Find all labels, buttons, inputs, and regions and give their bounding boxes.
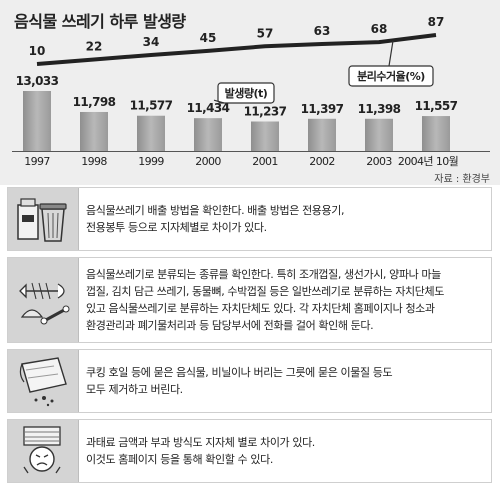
x-tick-label: 2002 — [309, 155, 335, 168]
chart-title: 음식물 쓰레기 하루 발생량 — [14, 12, 186, 31]
chart-area: 13,033 1997 11,798 1998 11,577 1999 11,434 2000… — [0, 0, 500, 185]
bar — [365, 118, 393, 151]
tip-icon-panel — [8, 258, 79, 342]
tip-icon-panel — [8, 350, 79, 412]
bar — [194, 118, 222, 151]
x-tick-label: 1999 — [138, 155, 164, 168]
chart-svg: 13,033 1997 11,798 1998 11,577 1999 11,434 2000… — [12, 15, 490, 168]
line-point-label: 34 — [143, 35, 160, 49]
bar — [422, 116, 450, 151]
fish-bones-icon — [19, 282, 70, 325]
line-point-label: 68 — [371, 22, 388, 36]
legend-pointer — [213, 99, 225, 104]
bar — [251, 121, 279, 151]
bar-value-label: 11,577 — [130, 99, 173, 113]
tip-line: 음식물쓰레기 배출 방법을 확인한다. 배출 방법은 전용용기, — [86, 204, 345, 217]
tips-list: 음식물쓰레기 배출 방법을 확인한다. 배출 방법은 전용용기, 전용봉투 등으… — [7, 187, 492, 483]
bar-value-label: 13,033 — [16, 74, 59, 88]
legend-pointer — [388, 40, 394, 67]
tip-line: 쿠킹 호일 등에 묻은 음식물, 비닐이나 버리는 그릇에 묻은 이물질 등도 — [86, 366, 393, 379]
tip-line: 껍질, 김치 담근 쓰레기, 동물뼈, 수박껍질 등은 일반쓰레기로 분류하는 … — [86, 285, 444, 298]
x-tick-label: 2001 — [252, 155, 278, 168]
bar-value-label: 11,798 — [73, 95, 116, 109]
bar — [308, 118, 336, 151]
legend-label-line: 분리수거율(%) — [357, 69, 425, 83]
bar — [23, 91, 51, 151]
tip-text-1: 음식물쓰레기 배출 방법을 확인한다. 배출 방법은 전용용기, 전용봉투 등으… — [86, 202, 487, 236]
wrapping-foil-icon — [19, 357, 67, 407]
tip-text-4: 과태료 금액과 부과 방식도 지자체 별로 차이가 있다. 이것도 홈페이지 등… — [86, 434, 487, 468]
line-point-label: 10 — [29, 44, 46, 58]
tip-icon-panel — [8, 420, 79, 482]
tip-text-2: 음식물쓰레기로 분류되는 종류를 확인한다. 특히 조개껍질, 생선가시, 양파… — [86, 266, 487, 334]
line-point-label: 87 — [428, 15, 445, 29]
line-point-label: 57 — [257, 26, 274, 40]
x-tick-label: 1997 — [24, 155, 50, 168]
tip-text-3: 쿠킹 호일 등에 묻은 음식물, 비닐이나 버리는 그릇에 묻은 이물질 등도 … — [86, 364, 487, 398]
legend-box-bar — [217, 82, 275, 104]
tip-icon-panel — [8, 188, 79, 250]
bar-value-label: 11,237 — [244, 105, 287, 119]
tip-item-1: 음식물쓰레기 배출 방법을 확인한다. 배출 방법은 전용용기, 전용봉투 등으… — [7, 187, 492, 251]
x-tick-label: 1998 — [81, 155, 107, 168]
tip-item-3: 쿠킹 호일 등에 묻은 음식물, 비닐이나 버리는 그릇에 묻은 이물질 등도 … — [7, 349, 492, 413]
legend-label-bar: 발생량(t) — [225, 86, 268, 100]
line-point-label: 63 — [314, 24, 331, 38]
bar-value-label: 11,398 — [358, 102, 401, 116]
tip-line: 모두 제거하고 버린다. — [86, 383, 183, 396]
x-tick-label: 2003 — [366, 155, 392, 168]
tip-item-4: 과태료 금액과 부과 방식도 지자체 별로 차이가 있다. 이것도 홈페이지 등… — [7, 419, 492, 483]
legend-box-line — [348, 65, 434, 87]
tip-item-2: 음식물쓰레기로 분류되는 종류를 확인한다. 특히 조개껍질, 생선가시, 양파… — [7, 257, 492, 343]
worried-person-icon — [23, 426, 61, 474]
series-line — [36, 33, 437, 66]
tip-line: 과태료 금액과 부과 방식도 지자체 별로 차이가 있다. — [86, 436, 315, 449]
bar — [137, 115, 165, 151]
x-tick-label: 2000 — [195, 155, 221, 168]
bar-value-label: 11,434 — [187, 101, 230, 115]
tip-line: 있고 음식물쓰레기로 분류하는 자치단체도 있다. 각 자치단체 홈페이지나 청… — [86, 302, 435, 315]
line-point-label: 45 — [200, 31, 217, 45]
tip-line: 환경관리과 폐기물처리과 등 담당부서에 전화를 걸어 확인해 둔다. — [86, 319, 374, 332]
x-tick-label: 2004년 10월 — [398, 155, 459, 168]
tip-line: 이것도 홈페이지 등을 통해 확인할 수 있다. — [86, 453, 273, 466]
trash-bin-icon — [17, 198, 67, 242]
bar — [80, 111, 108, 151]
source-note: 자료 : 환경부 — [434, 174, 490, 185]
bar-value-label: 11,557 — [415, 99, 458, 113]
line-point-label: 22 — [86, 39, 103, 53]
tip-line: 전용봉투 등으로 지자체별로 차이가 있다. — [86, 221, 267, 234]
tip-line: 음식물쓰레기로 분류되는 종류를 확인한다. 특히 조개껍질, 생선가시, 양파… — [86, 268, 441, 281]
bar-value-label: 11,397 — [301, 102, 344, 116]
